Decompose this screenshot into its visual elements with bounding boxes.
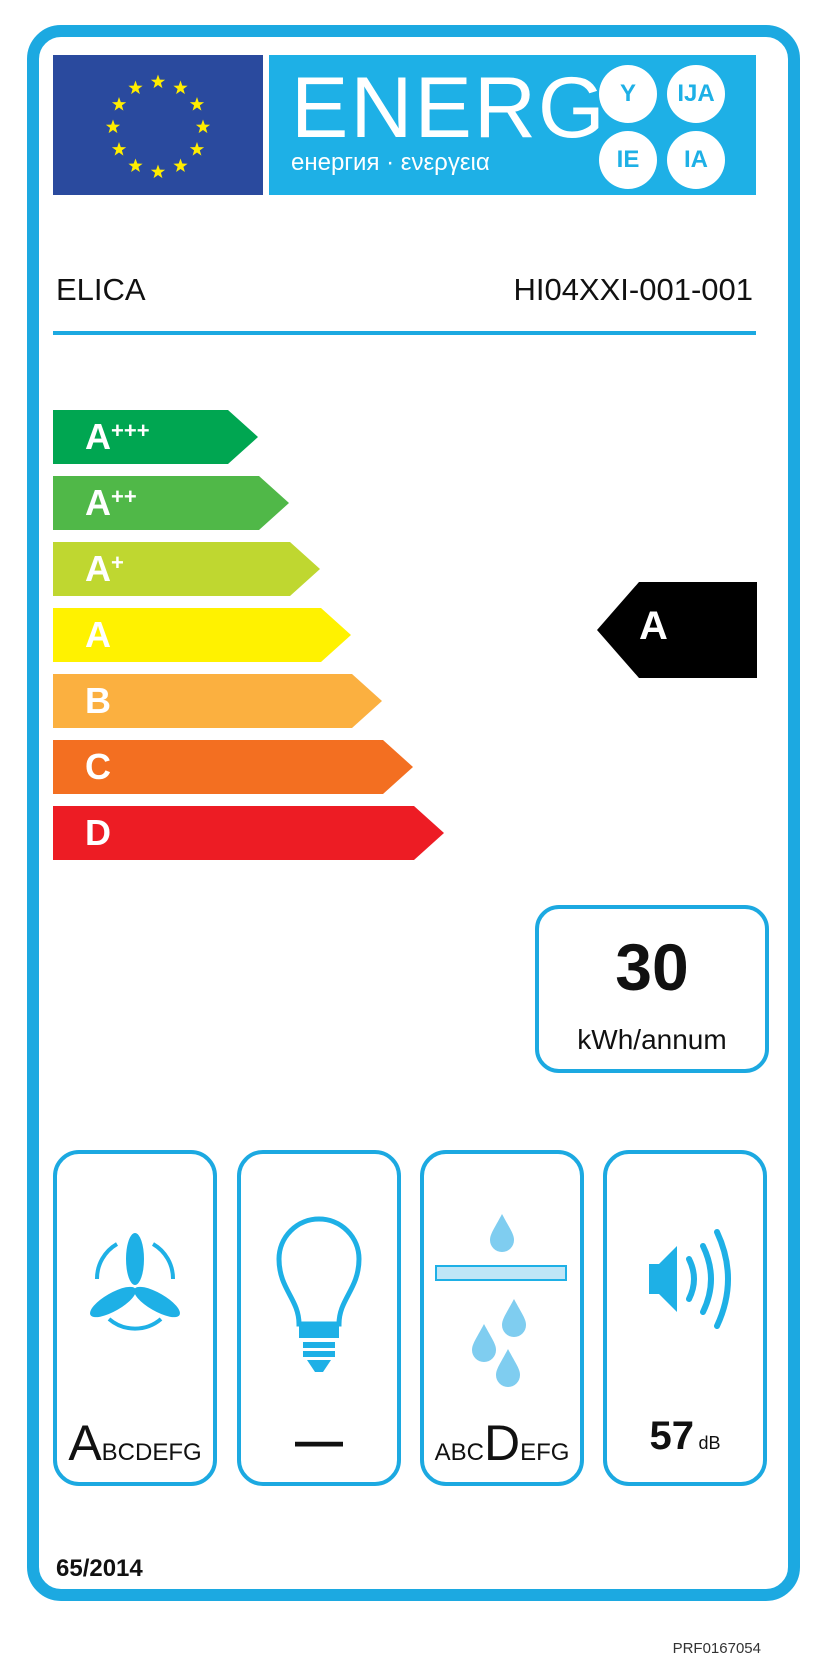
star-icon: [150, 74, 166, 89]
suffix-ie: IE: [599, 131, 657, 189]
star-icon: [128, 158, 143, 172]
grease-class: ABCDEFG: [424, 1414, 580, 1472]
fde-class: ABCDEFG: [57, 1414, 213, 1472]
energy-value: 30: [615, 930, 689, 1004]
scale-label: B: [85, 680, 111, 721]
scale-label: A++: [85, 482, 137, 523]
grease-filter-icon: [424, 1204, 580, 1394]
lighting-efficiency-box: —: [237, 1150, 401, 1486]
star-icon: [173, 158, 188, 172]
model-id: HI04XXI-001-001: [513, 272, 753, 307]
energy-unit: kWh/annum: [577, 1024, 727, 1055]
energy-consumption-box: 30 kWh/annum: [535, 905, 769, 1073]
eu-flag-icon: [53, 55, 263, 195]
selected-class: D: [483, 1415, 521, 1471]
other-classes: ABC: [434, 1439, 484, 1466]
scale-label: A+++: [85, 416, 150, 457]
rating-indicator: A: [597, 582, 757, 678]
supplier-name: ELICA: [56, 272, 146, 307]
fluid-dynamic-efficiency-box: ABCDEFG: [53, 1150, 217, 1486]
suffix-y: Y: [599, 65, 657, 123]
scale-arrow: A++: [53, 476, 291, 530]
star-icon: [111, 97, 127, 111]
scale-arrow: D: [53, 806, 446, 860]
star-icon: [105, 119, 121, 134]
scale-arrow: A: [53, 608, 353, 662]
label-frame: [27, 25, 800, 1601]
rating-letter: A: [639, 604, 668, 648]
languages-line: енергия · ενεργεια: [291, 149, 490, 176]
star-icon: [150, 164, 166, 179]
scale-label: A: [85, 614, 111, 655]
light-bulb-icon: [241, 1204, 397, 1394]
scale-label: A+: [85, 548, 124, 589]
speaker-noise-icon: [607, 1204, 763, 1394]
noise-unit: dB: [698, 1433, 721, 1453]
divider: [53, 331, 756, 335]
grease-filtering-box: ABCDEFG: [420, 1150, 584, 1486]
star-icon: [189, 142, 205, 156]
lighting-class: —: [295, 1415, 343, 1468]
scale-label: D: [85, 812, 111, 853]
energy-word: ENERG: [291, 60, 607, 156]
regulation-number: 65/2014: [56, 1555, 143, 1582]
star-icon: [195, 119, 211, 134]
star-icon: [111, 142, 127, 156]
other-classes: BCDEFG: [101, 1439, 202, 1466]
noise-value: 57 dB: [607, 1414, 763, 1459]
star-icon: [128, 80, 143, 95]
noise-box: 57 dB: [603, 1150, 767, 1486]
star-icon: [173, 80, 188, 95]
scale-arrow: C: [53, 740, 415, 794]
selected-class: A: [68, 1415, 102, 1471]
noise-number: 57: [649, 1414, 695, 1458]
star-icon: [189, 97, 205, 111]
scale-label: C: [85, 746, 111, 787]
energy-header: ENERG енергия · ενεργεια Y IJA IE IA: [269, 55, 756, 195]
fan-icon: [57, 1204, 213, 1394]
label-code: PRF0167054: [672, 1640, 761, 1657]
suffix-ija: IJA: [667, 65, 725, 123]
other-classes: EFG: [520, 1439, 570, 1466]
scale-arrow: A+++: [53, 410, 260, 464]
suffix-ia: IA: [667, 131, 725, 189]
scale-arrow: B: [53, 674, 384, 728]
scale-arrow: A+: [53, 542, 322, 596]
